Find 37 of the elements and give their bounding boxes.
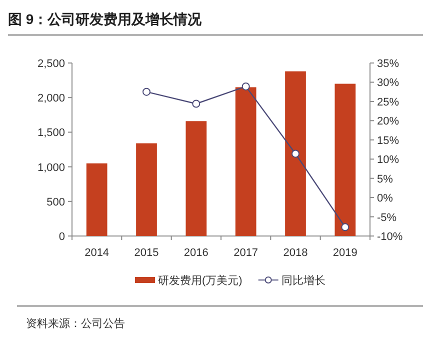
y-tick-label: 500 [46, 196, 65, 208]
point [192, 100, 200, 108]
x-tick-label: 2015 [134, 247, 159, 259]
bar [86, 163, 108, 236]
x-tick-label: 2019 [332, 247, 358, 259]
y2-tick-label: 5% [377, 173, 394, 186]
y-tick-label: 2,000 [37, 92, 65, 105]
y-tick-label: 0 [58, 231, 65, 243]
chart-title: 图 9：公司研发费用及增长情况 [8, 11, 203, 27]
y2-tick-label: 35% [377, 58, 400, 70]
x-tick-label: 2016 [184, 247, 208, 259]
bar [334, 84, 356, 236]
x-tick-label: 2017 [234, 247, 258, 259]
bar [136, 143, 157, 236]
text: 资料来源：公司公告 [26, 317, 125, 330]
point [242, 82, 250, 90]
y2-tick-label: 25% [377, 96, 400, 108]
x-tick-label: 2014 [84, 247, 110, 259]
y-tick-label: 2,500 [37, 58, 65, 70]
bar [186, 121, 207, 236]
bar [235, 87, 256, 236]
y2-tick-label: 15% [377, 134, 400, 147]
x-tick-label: 2018 [283, 247, 308, 259]
y-tick-label: 1,000 [37, 162, 65, 174]
point [341, 223, 350, 232]
y2-tick-label: -10% [377, 231, 403, 243]
point [142, 88, 150, 96]
y2-tick-label: -5% [377, 212, 397, 224]
y2-tick-label: 20% [377, 116, 400, 128]
y2-tick-label: 10% [377, 154, 400, 166]
y2-tick-label: 0% [377, 192, 394, 205]
point [292, 150, 300, 158]
y-tick-label: 1,500 [37, 127, 65, 140]
y2-tick-label: 30% [377, 77, 400, 90]
legend-label: 研发费用(万美元) [158, 274, 242, 287]
legend-label: 同比增长 [281, 274, 326, 287]
bar [285, 71, 306, 236]
